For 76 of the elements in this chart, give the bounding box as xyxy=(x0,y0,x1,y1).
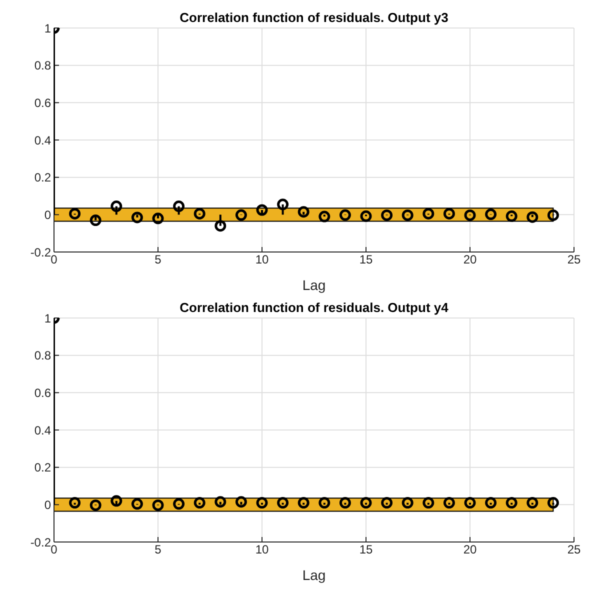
point xyxy=(152,499,164,511)
point xyxy=(277,497,289,509)
point xyxy=(131,498,143,510)
x-tick-label: 20 xyxy=(463,542,477,557)
point xyxy=(256,497,268,509)
point xyxy=(485,208,497,220)
x-tick-label: 10 xyxy=(255,252,269,267)
point xyxy=(194,208,206,220)
point xyxy=(173,200,185,212)
point xyxy=(173,498,185,510)
point xyxy=(547,497,559,509)
y-tick-label: 0.8 xyxy=(34,58,52,73)
y-tick-label: 0.2 xyxy=(34,170,52,185)
y-tick-label: 0.4 xyxy=(34,423,52,438)
point xyxy=(443,497,455,509)
point xyxy=(506,210,518,222)
point xyxy=(298,497,310,509)
y-tick-label: 0.6 xyxy=(34,96,52,110)
point xyxy=(422,497,434,509)
point xyxy=(526,497,538,509)
point xyxy=(69,497,81,509)
x-tick-label: 25 xyxy=(567,252,581,267)
y-tick-label: 0.4 xyxy=(34,133,52,148)
point xyxy=(360,210,372,222)
point xyxy=(485,497,497,509)
point xyxy=(402,209,414,221)
point xyxy=(381,209,393,221)
point xyxy=(506,497,518,509)
point xyxy=(90,214,102,226)
point xyxy=(152,212,164,224)
point xyxy=(464,209,476,221)
point xyxy=(443,208,455,220)
point xyxy=(277,198,289,210)
x-axis-title: Lag xyxy=(302,567,326,583)
x-tick-label: 5 xyxy=(154,542,162,557)
point xyxy=(526,211,538,223)
point xyxy=(90,499,102,511)
point xyxy=(235,209,247,221)
point xyxy=(298,206,310,218)
point xyxy=(69,208,81,220)
y-tick-label: 0.2 xyxy=(34,460,52,475)
y-tick-label: -0.2 xyxy=(30,535,52,550)
y-tick-label: 1 xyxy=(44,21,52,36)
x-tick-label: 15 xyxy=(359,252,373,267)
y-tick-label: -0.2 xyxy=(30,245,52,260)
point xyxy=(318,497,330,509)
point xyxy=(402,497,414,509)
point xyxy=(339,209,351,221)
y-tick-label: 0 xyxy=(44,208,52,222)
chart-title: Correlation function of residuals. Output y4 xyxy=(178,300,450,315)
x-tick-label: 10 xyxy=(255,542,269,557)
point xyxy=(235,496,247,508)
point xyxy=(110,200,122,212)
x-tick-label: 15 xyxy=(359,542,373,557)
point xyxy=(194,497,206,509)
point xyxy=(214,496,226,508)
point xyxy=(547,209,559,221)
y-tick-label: 0 xyxy=(44,498,52,512)
y-tick-label: 0.6 xyxy=(34,386,52,400)
point xyxy=(110,495,122,507)
point xyxy=(256,204,268,216)
x-tick-label: 5 xyxy=(154,252,162,267)
point xyxy=(214,220,226,232)
point xyxy=(339,497,351,509)
chart-title: Correlation function of residuals. Output y3 xyxy=(178,10,450,25)
y-tick-label: 0.8 xyxy=(34,348,52,363)
x-tick-label: 20 xyxy=(463,252,477,267)
point xyxy=(381,497,393,509)
point xyxy=(464,497,476,509)
y-tick-label: 1 xyxy=(44,311,52,326)
point xyxy=(131,212,143,224)
point xyxy=(422,208,434,220)
point xyxy=(360,497,372,509)
x-tick-label: 25 xyxy=(567,542,581,557)
point xyxy=(318,210,330,222)
x-axis-title: Lag xyxy=(302,277,326,293)
